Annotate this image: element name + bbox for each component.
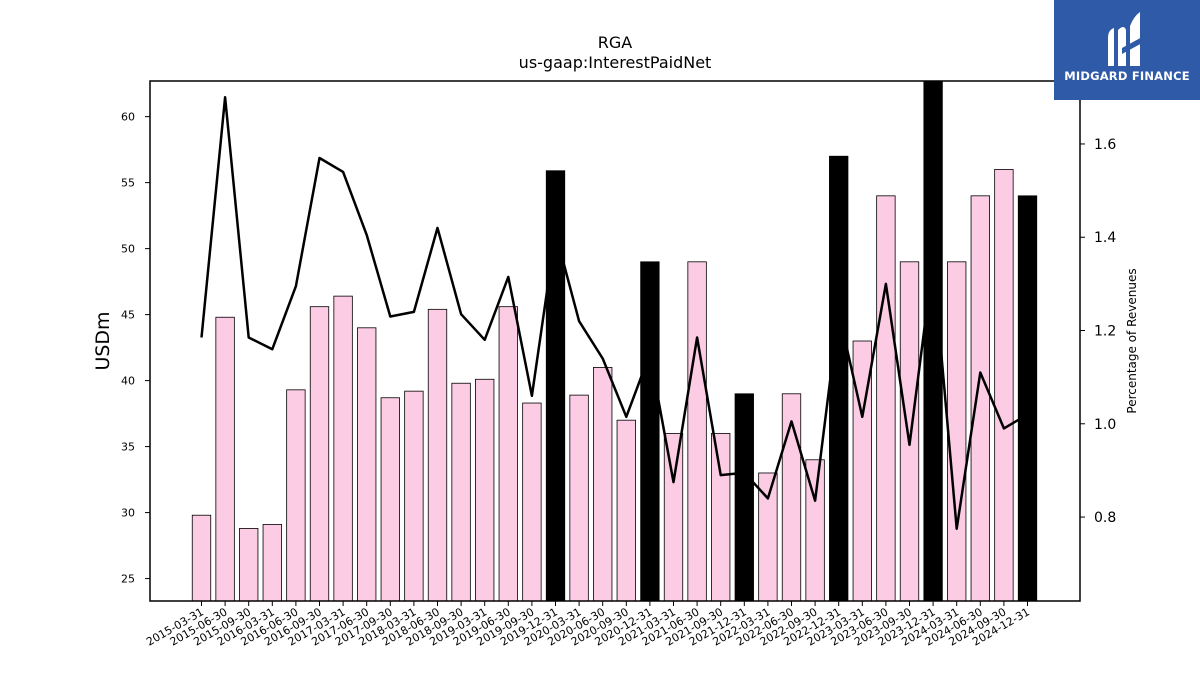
chart-subtitle: us-gaap:InterestPaidNet (519, 53, 712, 72)
chart-title: RGA (598, 33, 633, 52)
bar-2018-03-31 (404, 390, 424, 602)
y-tick-label-55: 55 (121, 177, 135, 190)
revenue-percentage-line (200, 96, 1029, 530)
bar-2019-06-30 (498, 306, 518, 602)
bar-2021-12-31 (734, 393, 754, 602)
bars-group (191, 80, 1038, 602)
y-tick-label-30: 30 (121, 507, 135, 520)
bar-2015-06-30 (215, 316, 235, 602)
line-group (200, 96, 1029, 530)
bar-2020-12-31 (640, 261, 660, 602)
y-tick-label-35: 35 (121, 441, 135, 454)
bar-2015-03-31 (191, 514, 212, 602)
bar-2024-06-30 (970, 195, 990, 602)
y2-axis-label: Percentage of Revenues (1125, 268, 1139, 413)
bar-2016-03-31 (262, 524, 282, 602)
bar-2021-03-31 (663, 432, 684, 602)
plot-frame (149, 80, 1081, 602)
brand-name: MIDGARD FINANCE (1064, 69, 1190, 83)
bar-2020-06-30 (593, 366, 613, 602)
bar-2017-09-30 (380, 397, 400, 602)
bar-2020-03-31 (569, 394, 589, 602)
bar-2024-09-30 (994, 169, 1014, 602)
brand-logo: MIDGARD FINANCE (1054, 0, 1200, 100)
bar-2024-12-31 (1017, 195, 1038, 602)
y-tick-label-50: 50 (121, 243, 135, 256)
y-axis-label: USDm (92, 311, 114, 370)
y2-tick-label-0.8: 0.8 (1094, 510, 1116, 526)
bar-2018-06-30 (427, 308, 448, 602)
bar-2023-06-30 (876, 195, 896, 602)
bar-2016-06-30 (286, 389, 306, 602)
y-tick-label-40: 40 (121, 375, 135, 388)
bar-2023-09-30 (899, 261, 920, 602)
bar-2018-09-30 (451, 382, 471, 602)
y2-tick-label-1.2: 1.2 (1094, 324, 1116, 340)
y2-tick-label-1.6: 1.6 (1094, 137, 1116, 153)
x-axis: 2015-03-312015-06-302015-09-302016-03-31… (144, 601, 1032, 649)
bar-2017-06-30 (357, 327, 377, 602)
y2-tick-label-1.4: 1.4 (1094, 230, 1116, 246)
y-tick-label-60: 60 (121, 111, 135, 124)
bar-2021-06-30 (687, 261, 707, 602)
y-axis-left: 25 30 35 40 45 50 55 60 (121, 111, 150, 586)
y-tick-label-25: 25 (121, 573, 135, 586)
y-axis-right: 0.8 1.0 1.2 1.4 1.6 (1080, 137, 1116, 526)
y2-tick-label-1: 1.0 (1094, 417, 1116, 433)
bar-2017-03-31 (333, 295, 353, 602)
bar-2020-09-30 (616, 419, 636, 602)
y-tick-label-45: 45 (121, 309, 135, 322)
bar-2022-12-31 (829, 155, 849, 602)
bar-2024-03-31 (947, 261, 967, 602)
bar-2019-09-30 (522, 402, 542, 602)
bar-2021-09-30 (711, 432, 731, 602)
bar-2016-09-30 (309, 306, 330, 602)
midgard-logo-icon (1108, 12, 1144, 66)
bar-2019-03-31 (475, 378, 495, 602)
bar-2015-09-30 (239, 528, 259, 602)
